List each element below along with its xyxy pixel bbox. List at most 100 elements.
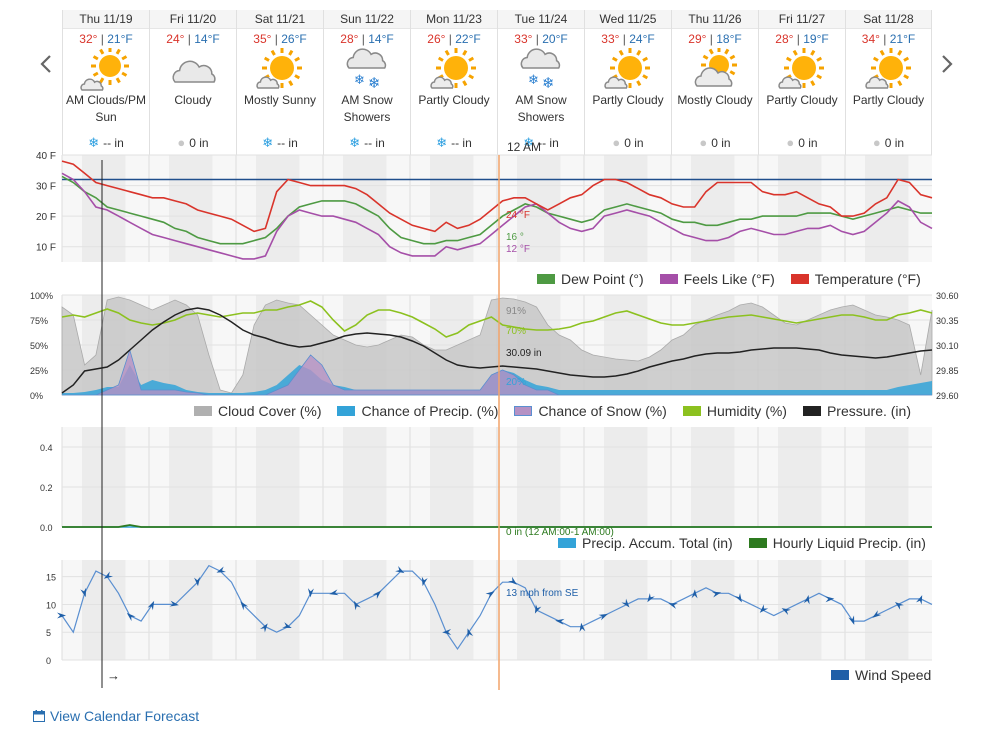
day-date: Fri 11/27 [759,10,845,29]
day-low: 14°F [194,32,220,46]
precip-amount: 0 in [624,136,644,150]
wind-direction-arrow [825,596,835,603]
legend-item-humidity[interactable]: Humidity (%) [682,403,787,419]
condition-line-1: Cloudy [174,93,212,107]
chevron-left-icon [40,55,51,73]
prev-days-button[interactable] [38,52,54,76]
day-column[interactable]: Mon 11/23 26° | 22°F Partly Cloudy ❄ -- i… [410,10,497,160]
y-tick-label: 0.4 [40,443,53,453]
legend-item-feels-like[interactable]: Feels Like (°F) [659,271,775,287]
night-band [256,155,300,262]
y-tick-label: 0 [46,656,51,666]
day-condition: Cloudy [150,92,236,126]
view-calendar-forecast-link[interactable]: View Calendar Forecast [33,708,199,724]
legend-label: Hourly Liquid Precip. (in) [772,535,926,551]
wind-direction-arrow [442,629,452,636]
y-tick-label: 0.2 [40,483,53,493]
day-precip: ❄ -- in [63,135,149,151]
day-column[interactable]: Wed 11/25 33° | 24°F Partly Cloudy ● 0 in [584,10,671,160]
legend-label: Temperature (°F) [814,271,921,287]
y-tick-label-right: 29.60 [936,391,959,401]
night-band [778,427,822,527]
day-date: Sun 11/22 [324,10,410,29]
night-band [256,427,300,527]
day-column[interactable]: Fri 11/20 24° | 14°F Cloudy ● 0 in [149,10,236,160]
precip-amount: 0 in [798,136,818,150]
y-tick-label: 10 F [36,243,56,254]
cursor-value-feels-like: 12 °F [506,244,530,255]
legend-item-precip-chance[interactable]: Chance of Precip. (%) [337,403,498,419]
legend-label: Cloud Cover (%) [218,403,322,419]
legend-label: Dew Point (°) [561,271,644,287]
svg-text:❄: ❄ [528,72,539,87]
night-band [778,155,822,262]
day-condition: Partly Cloudy [585,92,671,126]
y-tick-label: 20 F [36,212,56,223]
condition-line-2: Sun [95,110,117,124]
legend-item-hourly-liquid[interactable]: Hourly Liquid Precip. (in) [748,535,926,551]
y-tick-label-right: 30.10 [936,341,959,351]
cursor-time-label: 12 AM [507,140,541,154]
day-condition: AM Snow Showers [498,92,584,126]
legend-label: Humidity (%) [706,403,787,419]
legend-item-dew-point[interactable]: Dew Point (°) [537,271,644,287]
sun-cloud-icon [602,48,654,92]
day-high: 29° [688,32,707,46]
y-tick-label-left: 25% [30,366,48,376]
humidity-line [61,300,933,338]
day-precip: ● 0 in [846,135,931,150]
wind-direction-arrow [621,598,630,608]
precip-amount: 0 in [884,136,905,150]
wind-direction-arrow [759,604,769,613]
day-high: 33° [601,32,620,46]
wind-direction-arrow [803,594,810,605]
day-column[interactable]: Sun 11/22 28° | 14°F ❄ ❄ AM Snow Showers ❄… [323,10,410,160]
day-precip: ● 0 in [150,135,236,150]
precip-amount: -- in [538,136,559,150]
day-column[interactable]: Thu 11/26 29° | 18°F Mostly Cloudy ● 0 in [671,10,758,160]
day-low: 26°F [281,32,307,46]
legend-item-cloud-cover[interactable]: Cloud Cover (%) [194,403,321,419]
dew-point-line [61,175,932,245]
condition-line-2: Showers [343,110,391,124]
raindrop-icon: ● [786,135,795,150]
night-band [604,560,648,660]
day-date: Mon 11/23 [411,10,497,29]
wind-direction-arrow [282,622,292,629]
day-column[interactable]: Thu 11/19 32° | 21°F AM Clouds/PM Sun ❄ --… [62,10,149,160]
cursor-value-pressure: 30.09 in [506,348,542,359]
wind-direction-arrow [734,593,742,603]
legend-item-precip-accum[interactable]: Precip. Accum. Total (in) [558,535,733,551]
day-temps: 34° | 21°F [861,32,916,46]
wind-direction-arrow [872,610,882,618]
day-precip: ● 0 in [585,135,671,150]
day-temps: 28° | 14°F [340,32,394,46]
day-precip: ❄ -- in [237,135,323,151]
day-low: 18°F [716,32,742,46]
condition-line-2: Showers [517,110,565,124]
legend-item-temperature[interactable]: Temperature (°F) [790,271,921,287]
night-band [430,427,474,527]
svg-text:❄: ❄ [368,75,381,92]
raindrop-icon: ● [699,135,708,150]
day-precip: ❄ -- in [324,135,410,151]
legend-cloud: Cloud Cover (%) Chance of Precip. (%) Ch… [194,403,911,419]
wind-direction-arrow [395,566,405,574]
next-days-button[interactable] [939,52,955,76]
cursor-value-temperature: 24 °F [506,210,530,221]
wind-direction-arrow [508,576,518,585]
legend-item-wind-speed[interactable]: Wind Speed [831,667,931,683]
wind-direction-arrow [467,628,474,638]
snow-cloud-icon: ❄ ❄ [515,48,567,92]
legend-item-pressure[interactable]: Pressure. (in) [802,403,911,419]
condition-line-1: Mostly Sunny [243,93,317,107]
day-date: Sat 11/28 [846,10,931,29]
wind-direction-arrow [691,589,698,599]
y-tick-label-right: 29.85 [936,366,959,376]
day-high: 35° [253,32,272,46]
day-temps: 33° | 20°F [514,32,568,46]
y-tick-label: 40 F [36,151,56,162]
wind-direction-arrow [668,603,678,609]
legend-item-snow-chance[interactable]: Chance of Snow (%) [514,403,667,419]
day-column[interactable]: Tue 11/24 33° | 20°F ❄ ❄ AM Snow Showers ❄… [497,10,584,160]
